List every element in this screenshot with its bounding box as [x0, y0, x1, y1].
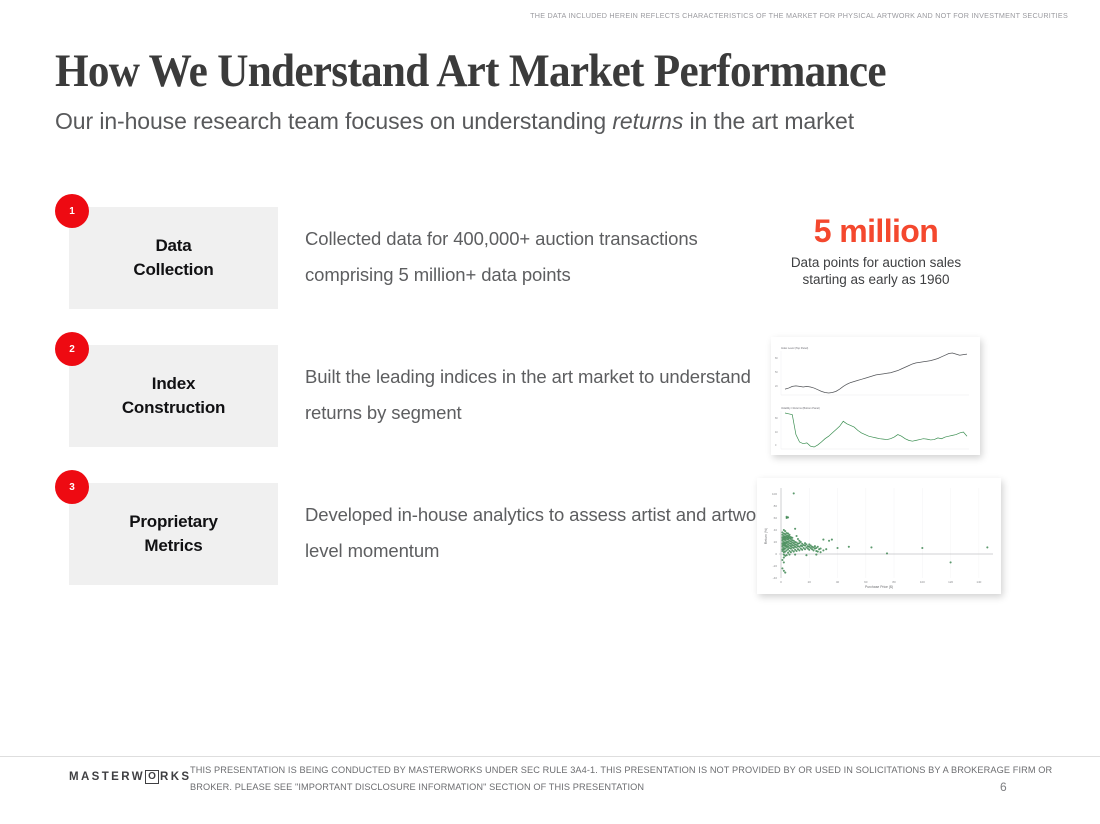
svg-text:0: 0: [775, 552, 777, 556]
step-body-3: Developed in-house analytics to assess a…: [305, 504, 772, 561]
masterworks-logo: MASTERW O RKS: [69, 770, 192, 784]
step-badge-2: 2: [55, 332, 89, 366]
svg-text:20: 20: [775, 385, 778, 388]
line-chart-bottom-title: Volatility / Returns (Bottom Panel): [781, 406, 820, 410]
step-badge-number: 2: [69, 343, 75, 355]
step-label-box-3: Proprietary Metrics: [69, 483, 278, 585]
line-series-index: [784, 352, 968, 394]
scatter-tick-labels: 0 20 40 60 80 100 120 140 -40 -20 0 20 40 60 80 100: [772, 492, 982, 584]
footer-disclaimer: THIS PRESENTATION IS BEING CONDUCTED BY …: [190, 765, 1053, 792]
svg-text:0: 0: [780, 580, 782, 584]
svg-text:0: 0: [775, 444, 777, 447]
svg-text:80: 80: [775, 417, 778, 420]
svg-text:120: 120: [948, 580, 953, 584]
svg-text:60: 60: [774, 516, 778, 520]
svg-text:-40: -40: [773, 576, 778, 580]
svg-text:40: 40: [774, 528, 778, 532]
step-badge-number: 3: [69, 481, 75, 493]
line-chart-top-title: Index Level (Top Panel): [781, 346, 808, 350]
line-series-returns: [784, 412, 968, 448]
svg-text:40: 40: [775, 431, 778, 434]
subtitle-part-1: Our in-house research team focuses on un…: [55, 108, 613, 134]
subtitle-part-2: in the art market: [683, 108, 855, 134]
svg-text:100: 100: [920, 580, 925, 584]
page-number: 6: [1000, 780, 1007, 794]
step-label-text: Index Construction: [121, 374, 226, 417]
svg-text:20: 20: [774, 540, 778, 544]
logo-prefix: MASTERW: [69, 771, 146, 783]
svg-text:80: 80: [775, 357, 778, 360]
svg-text:80: 80: [892, 580, 896, 584]
line-charts-svg: Index Level (Top Panel) 80 50 20 Volatil…: [771, 337, 980, 455]
line-charts-thumbnail[interactable]: Index Level (Top Panel) 80 50 20 Volatil…: [771, 337, 980, 455]
scatter-gridlines: [779, 488, 993, 578]
scatter-y-axis-label: Return (%): [764, 528, 768, 544]
page-title: How We Understand Art Market Performance: [55, 45, 887, 97]
svg-text:20: 20: [808, 580, 812, 584]
scatter-chart-svg: 0 20 40 60 80 100 120 140 -40 -20 0 20 40 60 80 100 Pur…: [757, 478, 1001, 594]
step-badge-number: 1: [69, 205, 75, 217]
svg-text:100: 100: [772, 492, 777, 496]
step-badge-3: 3: [55, 470, 89, 504]
subtitle-emphasis: returns: [612, 108, 684, 134]
step-label-text: Proprietary Metrics: [129, 512, 218, 555]
stat-value: 5 million: [813, 213, 939, 249]
step-label-box-1: Data Collection: [69, 207, 278, 309]
step-label-box-2: Index Construction: [69, 345, 278, 447]
footer-divider: [0, 756, 1100, 757]
svg-text:60: 60: [864, 580, 868, 584]
svg-text:140: 140: [976, 580, 981, 584]
page-subtitle: Our in-house research team focuses on un…: [55, 106, 854, 136]
step-badge-1: 1: [55, 194, 89, 228]
scatter-x-axis-label: Purchase Price ($): [865, 585, 893, 589]
step-body-2: Built the leading indices in the art mar…: [305, 366, 751, 423]
step-label-text: Data Collection: [133, 236, 214, 279]
logo-suffix: RKS: [160, 771, 192, 783]
step-body-1: Collected data for 400,000+ auction tran…: [305, 228, 698, 285]
top-disclaimer: THE DATA INCLUDED HEREIN REFLECTS CHARAC…: [530, 11, 1068, 20]
svg-text:-20: -20: [773, 564, 778, 568]
svg-text:80: 80: [774, 504, 778, 508]
scatter-points: [781, 492, 989, 574]
stat-caption: Data points for auction sales starting a…: [790, 255, 962, 287]
logo-boxed-o: O: [145, 770, 160, 784]
svg-text:50: 50: [775, 371, 778, 374]
svg-text:40: 40: [836, 580, 840, 584]
scatter-chart-thumbnail[interactable]: 0 20 40 60 80 100 120 140 -40 -20 0 20 40 60 80 100 Pur…: [757, 478, 1001, 594]
stat-callout: 5 million Data points for auction sales …: [760, 212, 992, 288]
